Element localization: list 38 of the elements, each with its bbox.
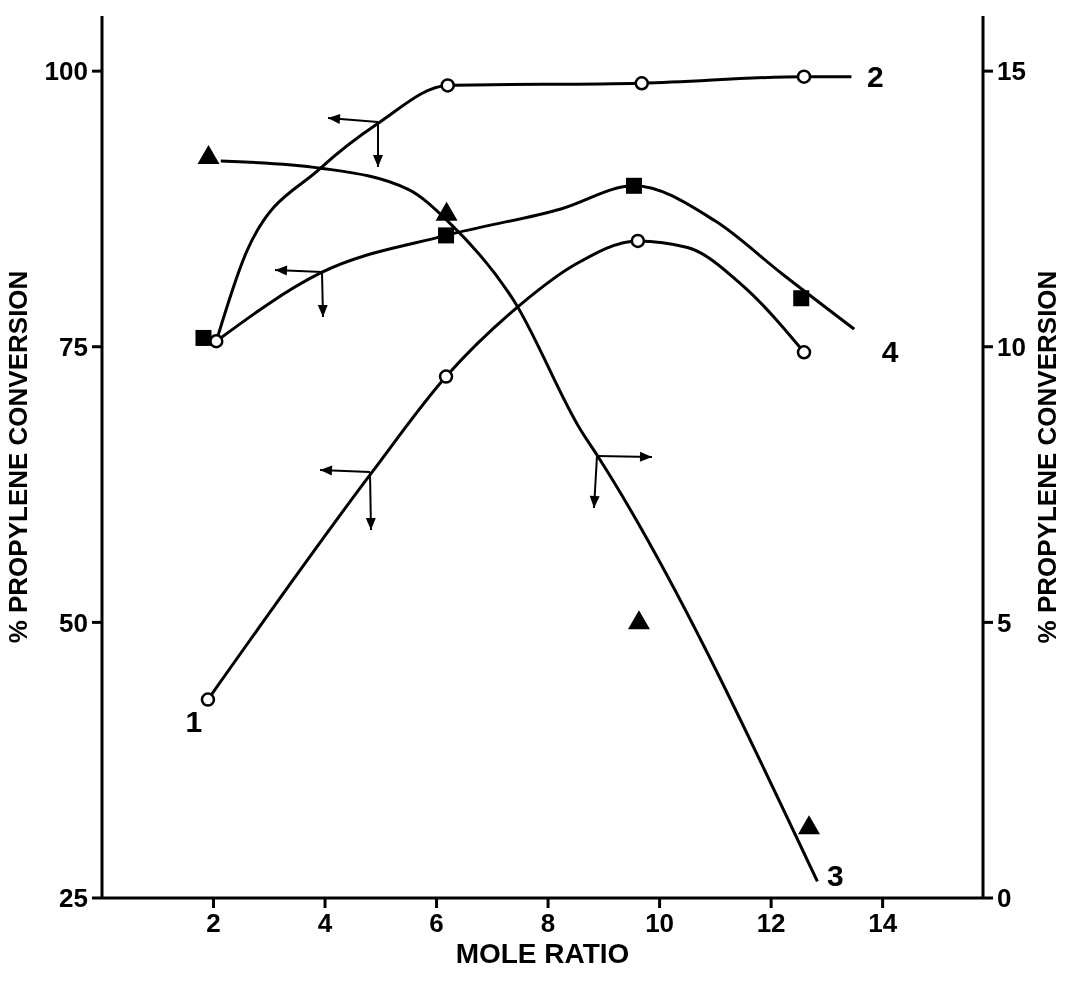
point	[627, 610, 650, 630]
series-label: 1	[185, 705, 203, 739]
series-label: 2	[867, 60, 884, 94]
x-tick-label: 4	[317, 908, 333, 939]
point	[634, 76, 649, 91]
x-tick-label: 2	[206, 908, 221, 939]
point	[793, 290, 810, 307]
y-tick-label: 25	[59, 883, 88, 914]
point	[435, 201, 458, 221]
point	[438, 369, 454, 384]
x-tick-label: 8	[540, 908, 556, 939]
point	[438, 227, 455, 244]
point	[200, 692, 216, 707]
y2-tick-label: 10	[997, 331, 1026, 362]
point	[798, 815, 821, 835]
point	[625, 177, 642, 194]
y2-axis-title: % PROPYLENE CONVERSION	[1032, 270, 1063, 644]
y-tick-label: 50	[59, 607, 88, 638]
point	[440, 78, 455, 93]
series-label: 4	[881, 334, 899, 368]
x-tick-label: 12	[756, 908, 786, 939]
point	[796, 69, 812, 84]
y2-tick-label: 0	[997, 883, 1012, 914]
point	[195, 329, 212, 346]
y-axis-title: % PROPYLENE CONVERSION	[3, 270, 34, 644]
x-axis-title: MOLE RATIO	[455, 938, 630, 969]
x-tick-label: 14	[868, 908, 898, 939]
point	[796, 345, 812, 360]
series-label: 3	[827, 858, 844, 892]
point	[209, 333, 224, 349]
point	[197, 145, 220, 165]
point	[630, 233, 646, 249]
y2-tick-label: 15	[997, 56, 1026, 87]
y2-tick-label: 5	[997, 607, 1012, 638]
x-tick-label: 6	[429, 908, 444, 939]
y-tick-label: 100	[44, 56, 88, 87]
x-tick-label: 10	[645, 908, 675, 939]
y-tick-label: 75	[59, 331, 88, 362]
